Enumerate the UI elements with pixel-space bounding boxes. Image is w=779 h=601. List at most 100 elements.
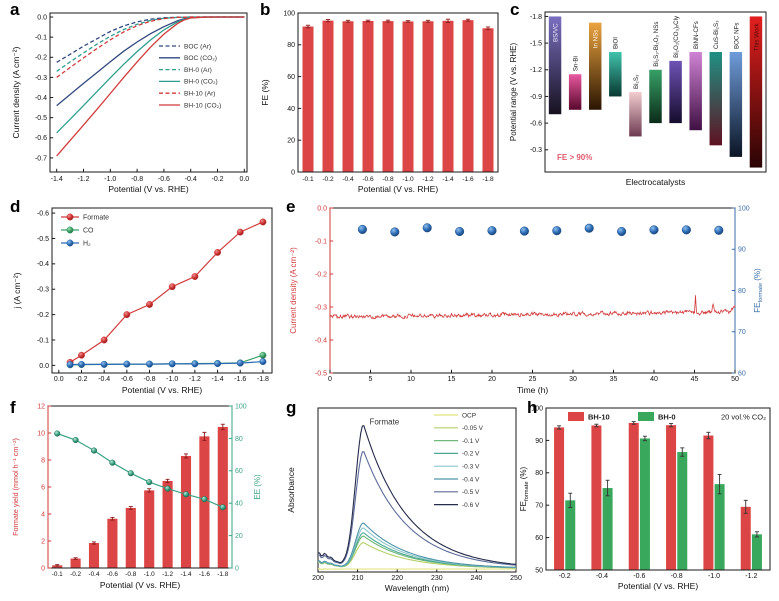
fe-point [519,226,529,236]
y-tick-right-label: 40 [235,501,243,508]
x-tick-label: -1.8 [257,376,269,383]
bar-label: Bi₂S₃-Bi₂O₃ NSs [653,22,660,67]
x-tick-label: -0.4 [88,571,99,578]
fe-bar-BH-0 [602,488,613,570]
data-point [78,351,85,359]
fe-point [649,225,659,235]
bar-label: Bi₂S₃ [633,74,640,89]
x-tick-label: -0.4 [185,176,197,183]
y-tick-label: -0.3 [35,75,47,82]
x-tick-label: -0.2 [322,176,334,183]
data-point [191,273,199,280]
range-bar [729,52,743,157]
fe-bar [342,21,354,172]
panel-letter-a: a [10,0,20,19]
plot-frame [51,207,273,374]
y-tick-right-label: 60 [738,370,746,377]
ee-point [164,485,171,492]
x-tick-label: 0 [328,376,332,383]
ee-point [146,479,153,486]
legend-label: -0.1 V [462,438,480,445]
y-axis-label: Current density (A cm⁻²) [11,46,21,138]
legend-label: BH-0 [658,413,676,422]
y-tick-label: 40 [287,106,295,113]
fe-bar-chart: -0.1 -0.2 -0.4 -0.6 -0.8 -1.0 -1.2 -1.4 -1.6 -1.8… [260,10,499,194]
panel-letter-e: e [286,197,296,216]
y-tick-label: -1.2 [530,67,542,74]
x-axis-label: Potential (V vs. RHE) [100,580,180,590]
x-tick-label: -0.4 [98,376,110,383]
panel-a: a -1.4 -1.2 -1.0 -0.8 -0.6 -0.4 -0.2 0.0 0.0 -0.1… [6,0,256,197]
legend-marker [66,239,74,247]
stability-chart: 0 5 10 15 20 25 30 35 40 45 50 0.0 -0.1 -0.2 -0.3 -0.4 -… [289,205,764,395]
legend-marker [66,226,74,234]
x-tick-label: -1.2 [189,376,201,383]
y-tick-label: -0.2 [35,55,47,62]
x-tick-label: -1.6 [462,176,474,183]
x-tick-label: 5 [369,376,373,383]
data-point [236,228,244,236]
x-tick-label: -1.0 [104,176,116,183]
x-tick-label: 250 [510,575,522,582]
fe-bar-BH-10 [740,506,751,570]
range-bar [749,16,763,168]
legend-marker [66,213,74,221]
x-tick-label: -0.4 [596,573,608,580]
y-tick-label: 0.0 [317,205,327,212]
y-tick-label: 0 [41,565,45,572]
legend-label: BOC (CO₂) [184,55,217,62]
x-tick-label: 40 [650,376,658,383]
y-tick-right-label: 20 [235,533,243,540]
y-tick-label: 0.0 [37,14,47,21]
x-tick-label: -0.6 [121,376,133,383]
x-tick-label: -0.8 [131,176,143,183]
series-line [70,361,263,366]
data-point [168,360,176,368]
y-tick-label: 80 [535,470,543,477]
spectrum-line [317,522,516,568]
data-point [214,248,222,256]
x-tick-label: -1.4 [180,571,191,578]
plot-frame [317,407,517,573]
x-axis-label: Potential (V vs. RHE) [122,385,202,395]
legend-label: BOC (Ar) [184,43,211,50]
panel-f: f -0.1 -0.2 -0.4 -0.6 -0.8 -1.0 -1.2 -1.4 -1.6 -1… [6,398,282,601]
x-tick-label: 210 [352,575,364,582]
fe-point [714,225,724,235]
plot-frame [49,12,248,173]
x-tick-label: 230 [431,575,443,582]
panel-c: c -1.8 -1.5 -1.2 -0.9 -0.6 -0.3 BS/VC Sn-Bi In N… [506,0,779,197]
bar-label: BiOI [613,37,620,49]
y-tick-label: -0.5 [315,370,327,377]
bar-label: BiNN-CFs [693,21,700,49]
y-tick-label: 6 [41,484,45,491]
fe-point [422,223,432,233]
fe-bar-BH-0 [639,438,650,570]
x-tick-label: -1.8 [482,176,494,183]
y-axis-label-left: Formate yield (mmol h⁻¹ cm⁻²) [11,438,20,536]
y-tick-label: -0.7 [35,155,47,162]
ee-point [219,504,226,511]
fe-bar-BH-0 [677,452,688,570]
legend-label: BH-0 (Ar) [184,67,212,74]
fe-bar [422,21,434,172]
fe-bar [382,21,394,173]
series-line [69,221,264,363]
data-point [146,301,153,308]
x-tick-label: 0.0 [54,376,64,383]
legend-swatch [638,412,654,421]
fe-bar-BH-10 [703,435,714,570]
y-tick-label: -1.8 [530,14,542,21]
range-bar [588,22,602,110]
y-axis-label-right: FEformate (%) [753,268,764,313]
x-tick-label: -0.6 [107,571,118,578]
x-tick-label: -0.6 [633,573,645,580]
yield-bar [70,558,81,568]
legend-label: -0.4 V [462,476,480,483]
yield-bar [144,490,155,568]
ee-point [54,430,61,437]
x-tick-label: -1.4 [212,376,224,383]
legend-label: BH-0 (CO₂) [184,79,218,86]
x-tick-label: 0.0 [239,176,249,183]
